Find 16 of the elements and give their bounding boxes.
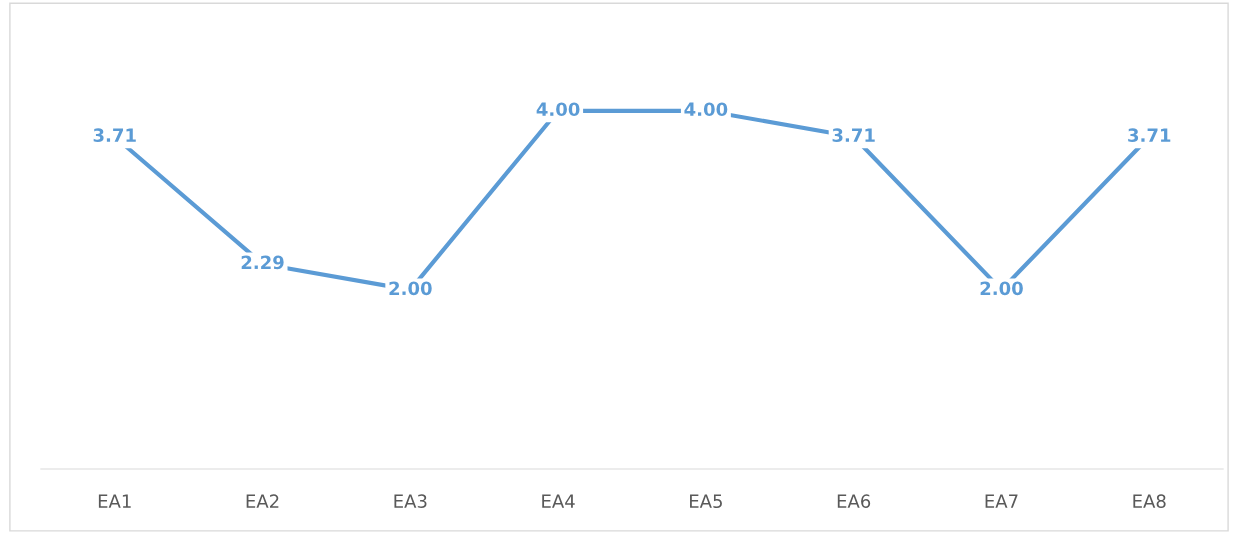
data-label: 4.00 [684,102,728,117]
x-tick-label: EA8 [1133,494,1166,509]
x-tick-label: EA7 [985,494,1018,508]
data-label: 3.71 [832,128,875,143]
data-label: 3.71 [93,128,136,143]
x-tick-label: EA2 [246,494,279,508]
x-tick-label: EA5 [690,494,722,509]
data-label: 3.71 [1128,128,1171,143]
data-label: 4.00 [536,102,580,117]
x-tick-label: EA1 [98,494,131,508]
x-tick-label: EA4 [542,494,575,508]
data-label: 2.29 [241,255,284,270]
data-label: 2.00 [389,281,432,296]
data-label: 2.00 [980,281,1023,296]
x-tick-label: EA3 [394,494,427,509]
x-tick-label: EA6 [837,494,871,509]
